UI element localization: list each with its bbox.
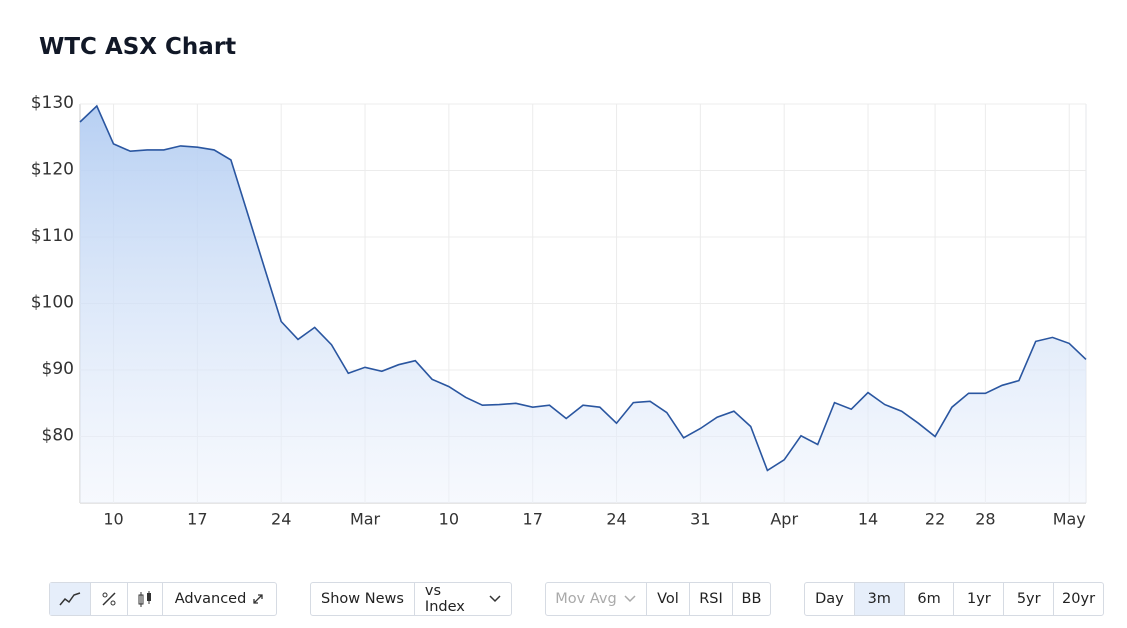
bb-button[interactable]: BB [732, 583, 770, 615]
y-tick-label: $120 [31, 160, 74, 180]
x-tick-label: Mar [350, 510, 381, 529]
x-tick-label: 17 [187, 510, 207, 529]
vol-label: Vol [657, 591, 679, 607]
mov-avg-label: Mov Avg [555, 591, 617, 607]
price-line [79, 104, 1087, 472]
chart: $80 $90 $100 $110 $120 $130 10 17 24 Mar 10 17 24 31 A… [31, 93, 1087, 529]
chart-title: WTC ASX Chart [39, 34, 237, 60]
show-news-label: Show News [321, 591, 404, 607]
y-tick-label: $100 [31, 293, 74, 313]
x-tick-label: 10 [439, 510, 459, 529]
range-button[interactable]: 20yr [1053, 583, 1103, 615]
advanced-button[interactable]: Advanced [162, 583, 276, 615]
rsi-label: RSI [699, 591, 723, 607]
advanced-label: Advanced [174, 591, 247, 607]
candle-button[interactable] [127, 583, 162, 615]
x-tick-label: Apr [770, 510, 798, 529]
x-tick-label: May [1053, 510, 1086, 529]
x-tick-label: 31 [690, 510, 710, 529]
x-tick-label: 24 [606, 510, 626, 529]
vs-index-label: vs Index [424, 583, 465, 615]
y-tick-label: $110 [31, 226, 74, 246]
range-button[interactable]: 1yr [953, 583, 1003, 615]
range-group: Day 3m 6m 1yr 5yr 20yr [804, 582, 1104, 616]
y-tick-label: $90 [42, 359, 74, 379]
range-button[interactable]: 5yr [1003, 583, 1053, 615]
y-tick-label: $80 [42, 426, 74, 446]
x-tick-label: 24 [271, 510, 291, 529]
show-news-button[interactable]: Show News [311, 583, 414, 615]
x-tick-label: 22 [925, 510, 945, 529]
vol-button[interactable]: Vol [646, 583, 689, 615]
mov-avg-button[interactable]: Mov Avg [546, 583, 646, 615]
range-button[interactable]: 6m [903, 583, 954, 615]
x-tick-label: 17 [523, 510, 543, 529]
x-tick-label: 28 [975, 510, 995, 529]
vs-index-button[interactable]: vs Index [413, 583, 511, 615]
chart-type-group: Advanced [49, 582, 277, 616]
range-button[interactable]: Day [815, 591, 844, 607]
indicator-group: Mov Avg Vol RSI BB [545, 582, 771, 616]
y-tick-label: $130 [31, 93, 74, 113]
bb-label: BB [741, 591, 762, 607]
percent-button[interactable] [90, 583, 127, 615]
x-tick-label: 10 [103, 510, 123, 529]
x-tick-label: 14 [858, 510, 878, 529]
range-button[interactable]: 3m [853, 583, 904, 615]
line-chart-button[interactable] [50, 583, 90, 615]
overlay-group: Show News vs Index [310, 582, 512, 616]
rsi-button[interactable]: RSI [689, 583, 732, 615]
